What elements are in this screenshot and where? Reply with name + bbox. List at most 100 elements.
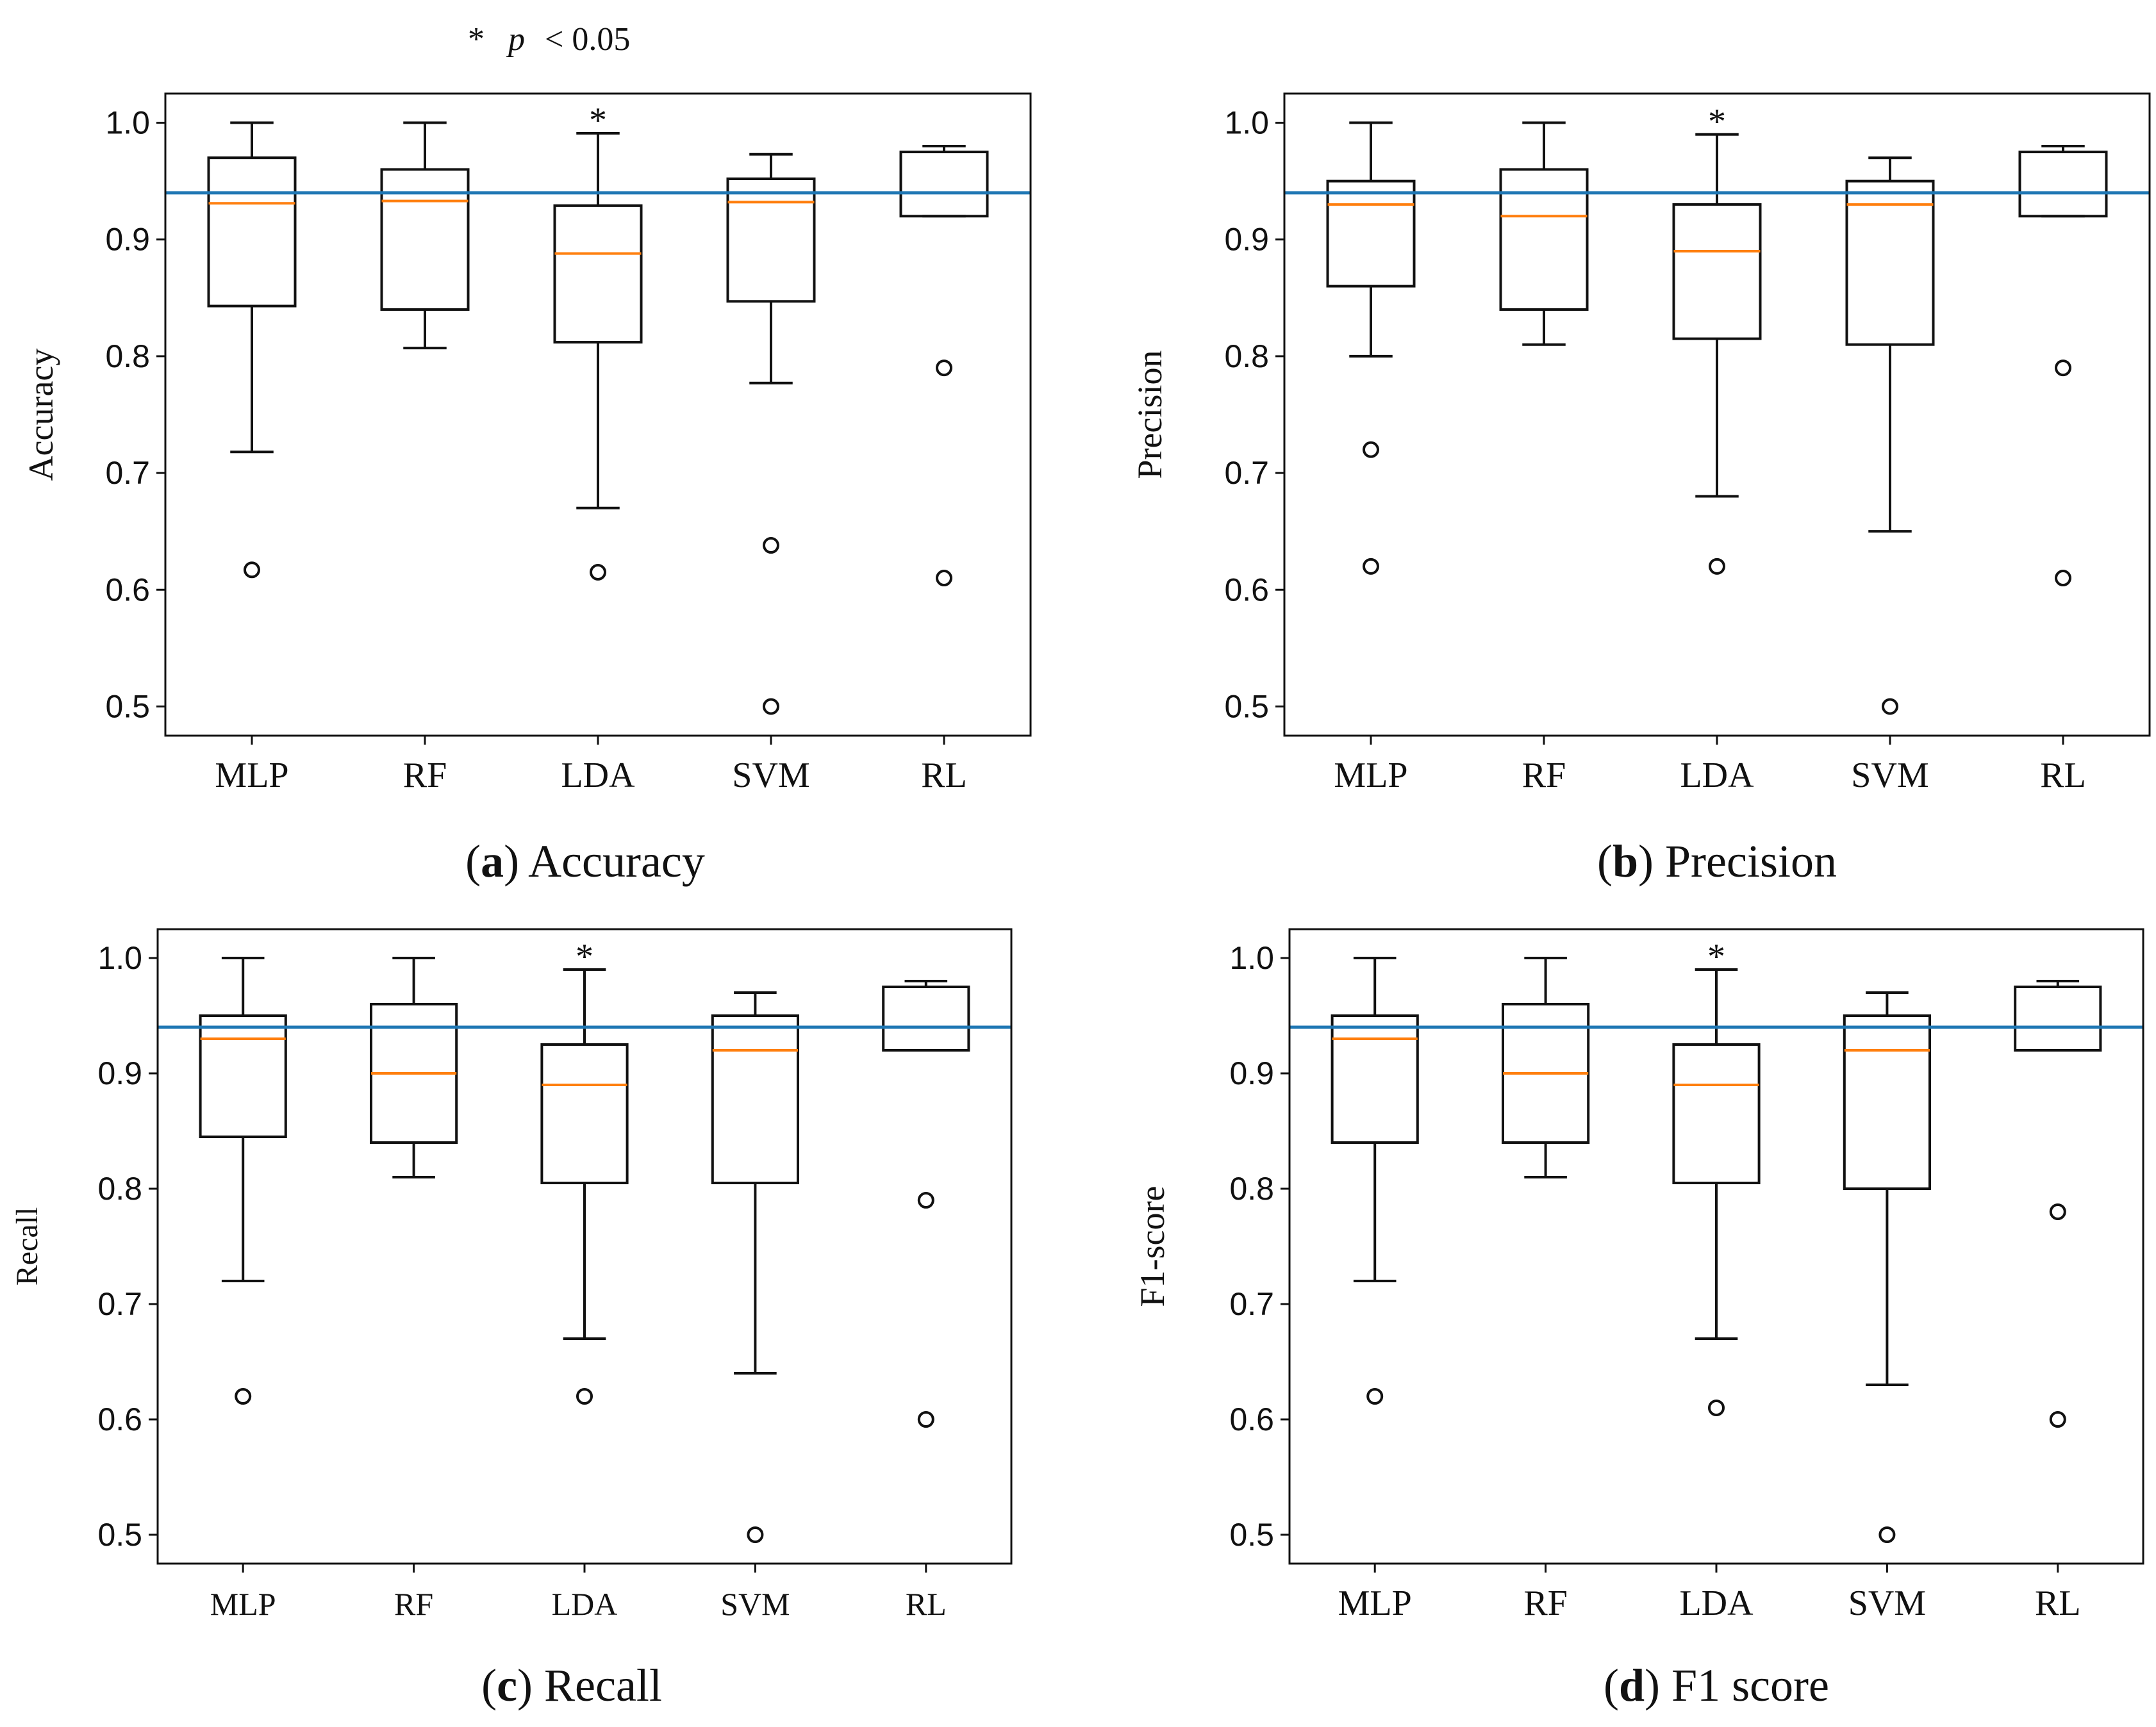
x-tick-label: LDA	[1679, 1583, 1754, 1623]
significance-marker: *	[1707, 937, 1725, 977]
outlier-point	[590, 563, 606, 581]
y-tick-label: 0.9	[97, 1055, 142, 1091]
panel-a: 0.5 0.6 0.7 0.8 0.9 1.0 MLP RF * LDA SVM RL Accuracy…	[22, 92, 1032, 887]
box-body	[882, 986, 970, 1052]
significance-note-threshold: < 0.05	[545, 21, 630, 58]
panels: 0.5 0.6 0.7 0.8 0.9 1.0 MLP RF * LDA SVM RL Accuracy…	[10, 92, 2151, 1711]
axes-frame	[156, 928, 1013, 1565]
caption-letter: c	[497, 1660, 517, 1711]
box-body	[1326, 179, 1416, 288]
panel-b: 0.5 0.6 0.7 0.8 0.9 1.0 MLP RF * LDA SVM RL Precisio…	[1131, 92, 2151, 887]
box-body	[1843, 1014, 1932, 1190]
axes-frame	[1288, 928, 2144, 1565]
box-lda: *	[540, 937, 629, 1405]
x-tick-label: MLP	[1338, 1583, 1412, 1623]
outlier-point	[763, 537, 779, 554]
outlier-point	[936, 570, 952, 587]
caption-letter: d	[1619, 1660, 1645, 1711]
box-mlp	[1331, 957, 1419, 1405]
y-tick-label: 1.0	[97, 940, 142, 976]
box-body	[540, 1043, 629, 1184]
box-mlp	[199, 957, 287, 1405]
caption-letter: b	[1613, 836, 1638, 887]
y-tick-label: 0.5	[105, 688, 150, 724]
y-tick-label: 0.8	[1224, 338, 1269, 374]
significance-marker: *	[576, 937, 593, 977]
box-svm	[726, 153, 816, 715]
panel-d: 0.5 0.6 0.7 0.8 0.9 1.0 MLP RF * LDA SVM RL F1-score…	[1133, 928, 2144, 1711]
caption-text: Precision	[1654, 836, 1837, 887]
x-tick-label: SVM	[1851, 756, 1928, 795]
box-lda: *	[553, 101, 643, 581]
box-rl	[899, 144, 989, 587]
axes-frame	[164, 92, 1032, 737]
box-rl	[882, 980, 970, 1428]
x-tick-label: RL	[2035, 1583, 2081, 1623]
panel-caption: (d) F1 score	[1604, 1660, 1829, 1711]
outlier-point	[2055, 359, 2071, 377]
x-tick-label: MLP	[215, 756, 288, 795]
outlier-point	[2055, 570, 2071, 587]
caption-paren-close: )	[1645, 1660, 1660, 1711]
box-body	[711, 1014, 800, 1184]
box-lda: *	[1672, 937, 1761, 1416]
y-tick-label: 0.6	[1224, 572, 1269, 607]
axes-frame	[1283, 92, 2151, 737]
box-svm	[711, 991, 800, 1543]
y-tick-label: 0.5	[1229, 1517, 1274, 1553]
caption-paren-open: (	[481, 1660, 497, 1711]
box-rf	[1502, 957, 1590, 1178]
y-tick-label: 0.7	[105, 455, 150, 491]
box-body	[199, 1014, 287, 1138]
x-tick-label: RF	[403, 756, 447, 795]
significance-marker: *	[589, 101, 607, 140]
box-rf	[1499, 121, 1589, 346]
box-body	[2014, 986, 2102, 1052]
caption-paren-close: )	[1638, 836, 1654, 887]
box-rl	[2014, 980, 2102, 1428]
outlier-point	[1366, 1388, 1384, 1405]
x-tick-label: SVM	[720, 1586, 790, 1622]
y-tick-label: 0.9	[1229, 1055, 1274, 1091]
caption-text: Accuracy	[519, 836, 705, 887]
caption-text: Recall	[533, 1660, 662, 1711]
x-tick-label: LDA	[561, 756, 635, 795]
caption-paren-close: )	[504, 836, 519, 887]
outlier-point	[763, 698, 779, 715]
outlier-point	[747, 1526, 764, 1543]
y-tick-label: 0.8	[97, 1171, 142, 1207]
y-tick-label: 0.7	[1229, 1286, 1274, 1322]
caption-paren-open: (	[1604, 1660, 1619, 1711]
y-axis-label: Recall	[10, 1207, 44, 1286]
outlier-point	[576, 1388, 593, 1405]
outlier-point	[2049, 1203, 2066, 1220]
box-body	[1845, 179, 1935, 346]
y-tick-label: 0.5	[1224, 688, 1269, 724]
x-tick-label: SVM	[1848, 1583, 1926, 1623]
outlier-point	[235, 1388, 252, 1405]
x-tick-label: MLP	[210, 1586, 276, 1622]
x-tick-label: RF	[394, 1586, 433, 1622]
x-tick-label: RL	[906, 1586, 947, 1622]
box-body	[726, 177, 816, 303]
box-svm	[1845, 156, 1935, 715]
caption-text: F1 score	[1660, 1660, 1829, 1711]
box-body	[207, 156, 297, 308]
box-body	[1672, 203, 1762, 340]
box-body	[380, 168, 470, 311]
box-svm	[1843, 991, 1932, 1543]
y-axis-label: Precision	[1131, 351, 1169, 479]
box-rf	[380, 121, 470, 350]
box-rl	[2018, 144, 2108, 587]
outlier-point	[244, 561, 260, 579]
y-axis-label: Accuracy	[22, 349, 60, 481]
x-tick-label: LDA	[1680, 756, 1754, 795]
box-body	[1499, 168, 1589, 311]
outlier-point	[1709, 558, 1725, 575]
box-rf	[370, 957, 458, 1178]
x-tick-label: RL	[921, 756, 967, 795]
outlier-point	[917, 1192, 934, 1209]
panel-caption: (b) Precision	[1597, 836, 1837, 887]
caption-paren-open: (	[465, 836, 481, 887]
y-tick-label: 0.9	[105, 222, 150, 258]
